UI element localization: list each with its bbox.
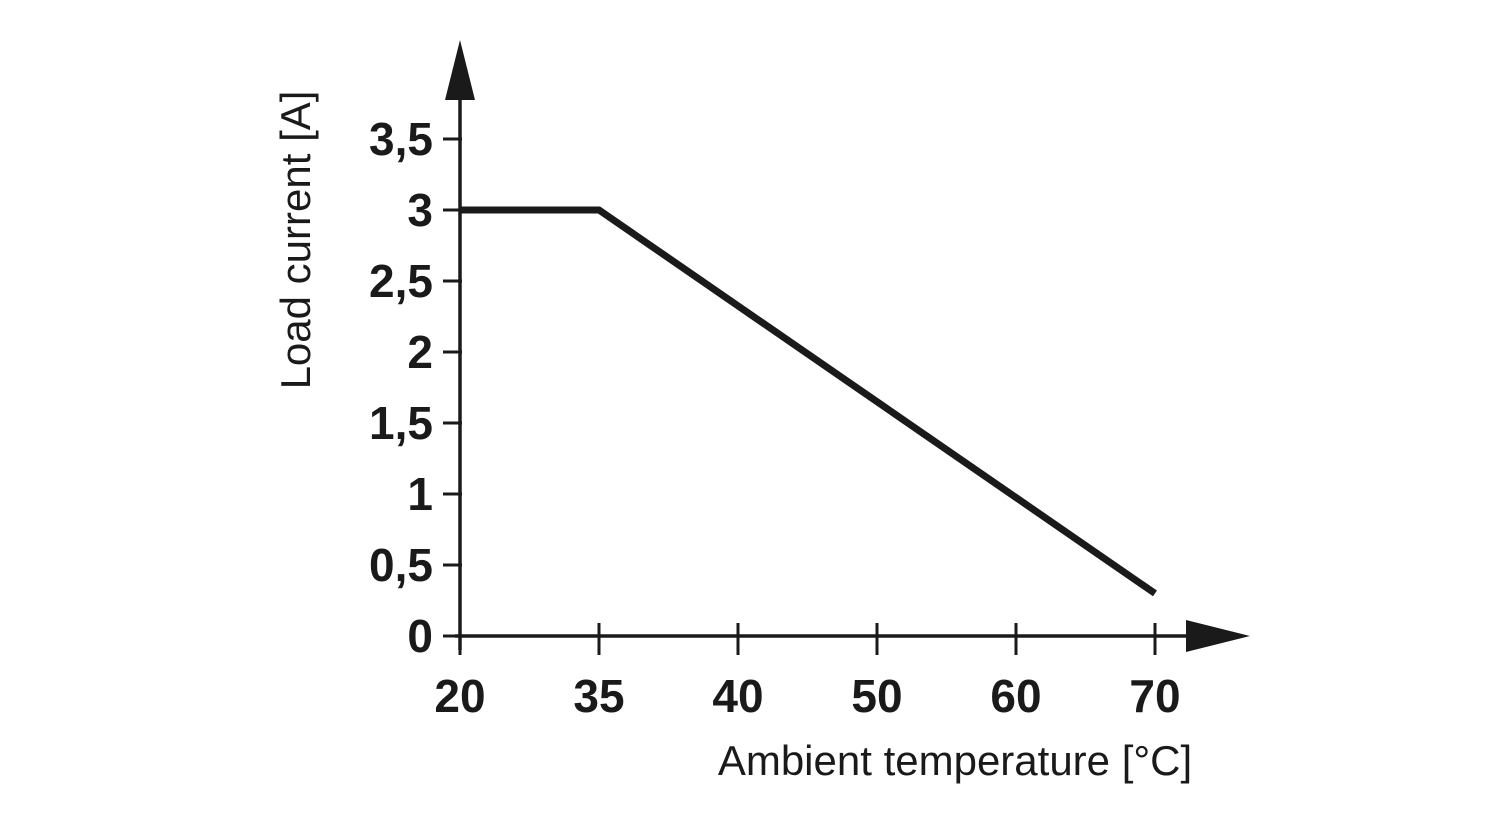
y-axis-ticks bbox=[443, 137, 462, 638]
y-tick-label: 2 bbox=[407, 326, 433, 378]
x-tick-label: 60 bbox=[990, 670, 1041, 722]
load-current-derating-line bbox=[460, 206, 1157, 597]
y-tick-labels: 0 0,5 1 1,5 2 2,5 3 3,5 bbox=[369, 113, 433, 662]
x-axis-title: Ambient temperature [°C] bbox=[718, 737, 1192, 784]
x-tick-label: 20 bbox=[434, 670, 485, 722]
y-tick-label: 0,5 bbox=[369, 539, 433, 591]
x-axis-ticks bbox=[458, 623, 1157, 655]
y-tick-label: 0 bbox=[407, 610, 433, 662]
y-tick-label: 2,5 bbox=[369, 255, 433, 307]
y-tick-label: 1 bbox=[407, 468, 433, 520]
x-tick-label: 70 bbox=[1129, 670, 1180, 722]
series-lines bbox=[460, 206, 1157, 597]
y-tick-label: 3,5 bbox=[369, 113, 433, 165]
y-tick-label: 1,5 bbox=[369, 397, 433, 449]
x-tick-label: 40 bbox=[712, 670, 763, 722]
y-axis-arrowhead bbox=[445, 40, 475, 100]
y-axis-title: Load current [A] bbox=[272, 91, 319, 390]
x-axis-arrowhead bbox=[1186, 620, 1250, 652]
x-tick-label: 50 bbox=[851, 670, 902, 722]
axes bbox=[445, 40, 1250, 652]
x-tick-labels: 20 35 40 50 60 70 bbox=[434, 670, 1180, 722]
x-tick-label: 35 bbox=[573, 670, 624, 722]
y-tick-label: 3 bbox=[407, 184, 433, 236]
